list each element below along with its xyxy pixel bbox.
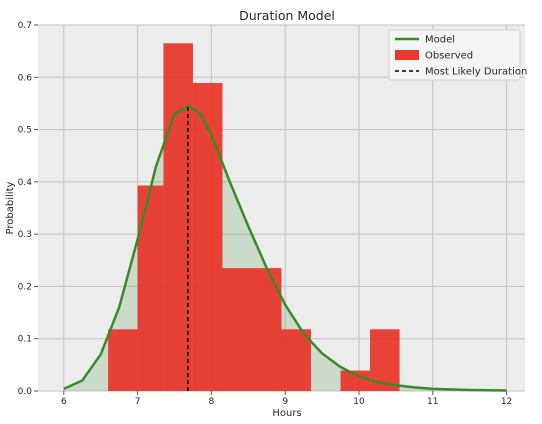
observed-bar <box>340 370 371 391</box>
y-tick-label: 0.1 <box>18 335 32 345</box>
x-tick-label: 9 <box>282 397 288 407</box>
x-tick-label: 10 <box>353 397 365 407</box>
y-tick-label: 0.0 <box>18 387 33 397</box>
legend-label: Most Likely Duration <box>425 67 527 78</box>
x-axis-label: Hours <box>272 408 301 419</box>
observed-bar <box>281 329 312 391</box>
x-tick-label: 6 <box>61 397 67 407</box>
legend-swatch-observed <box>395 50 419 60</box>
legend-box <box>388 29 521 81</box>
observed-bar <box>108 329 138 391</box>
y-tick-label: 0.7 <box>18 21 32 31</box>
y-tick-label: 0.5 <box>18 126 32 136</box>
observed-bar <box>137 185 164 391</box>
x-tick-label: 7 <box>135 397 141 407</box>
x-tick-label: 8 <box>209 397 215 407</box>
legend-label: Observed <box>425 51 473 62</box>
legend: Model Observed Most Likely Duration <box>388 29 527 81</box>
y-tick-label: 0.4 <box>18 178 33 188</box>
observed-bar <box>192 83 223 391</box>
legend-label: Model <box>425 35 455 46</box>
axis-ticks: 6 7 8 9 10 11 12 0.0 0.1 0.2 0.3 0.4 0.5 0.6 0.7 <box>18 21 513 407</box>
y-axis-label: Probability <box>5 181 16 234</box>
observed-bar <box>222 268 282 391</box>
x-tick-label: 11 <box>427 397 438 407</box>
x-tick-label: 12 <box>501 397 512 407</box>
y-tick-label: 0.2 <box>18 282 32 292</box>
y-tick-label: 0.6 <box>18 73 33 83</box>
model-line <box>63 104 507 392</box>
chart-title: Duration Model <box>239 8 335 23</box>
y-tick-label: 0.3 <box>18 230 32 240</box>
